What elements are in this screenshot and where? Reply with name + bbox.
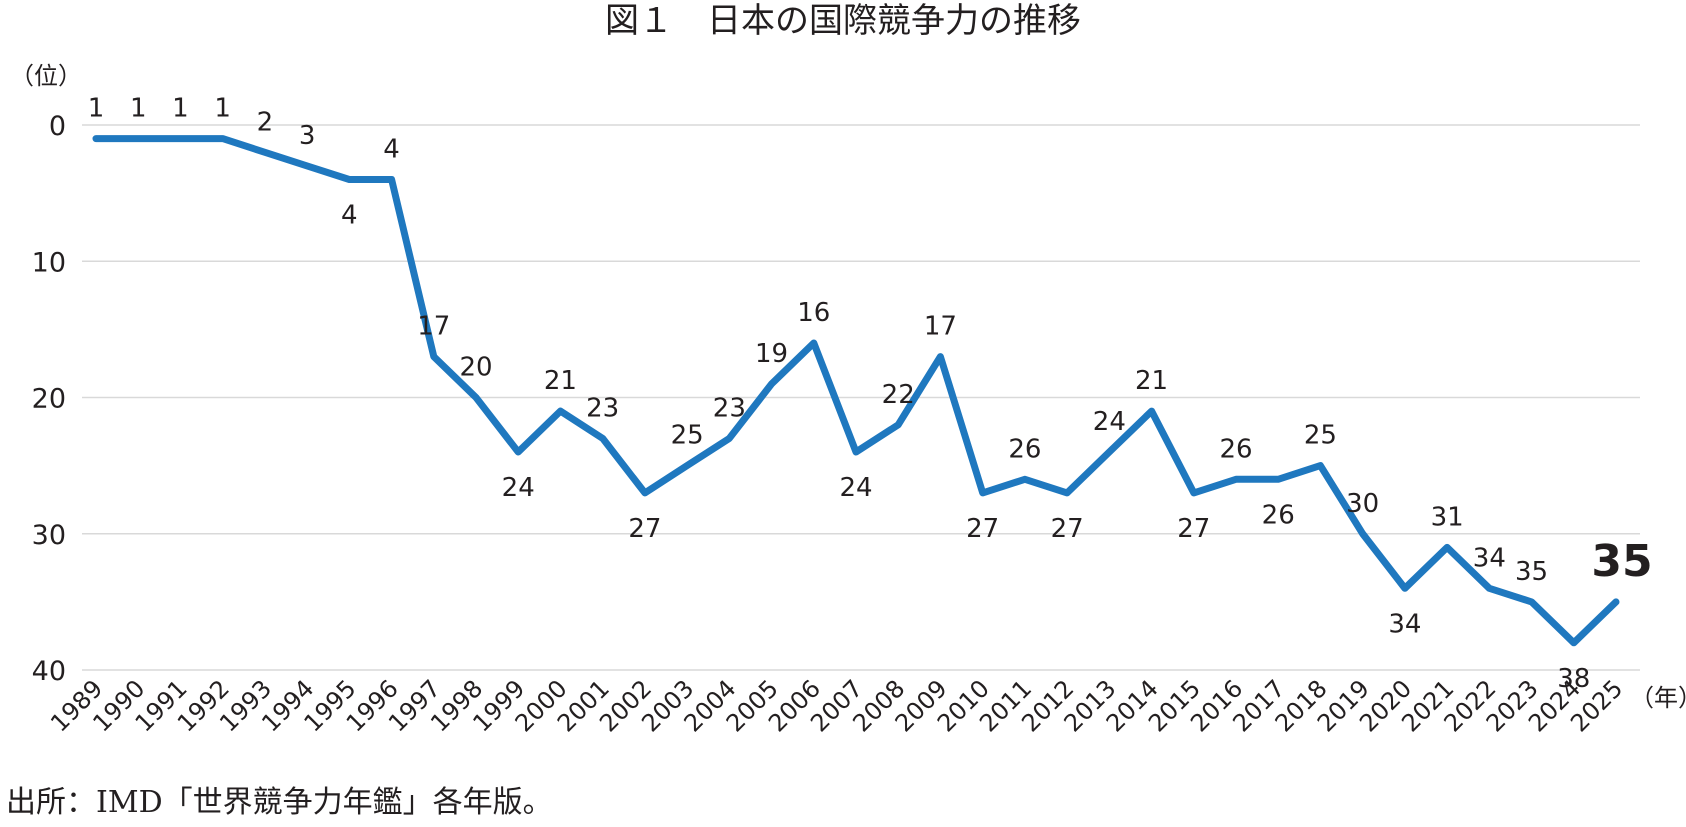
source-note: 出所：IMD「世界競争力年鑑」各年版。 <box>6 785 553 820</box>
data-label: 2 <box>257 107 274 137</box>
y-axis-ticks: 0 10 20 30 40 <box>32 111 66 687</box>
data-label: 17 <box>417 312 450 342</box>
y-axis-unit-label: （位） <box>10 62 82 90</box>
y-tick-label: 10 <box>32 247 66 278</box>
data-label: 27 <box>628 514 661 544</box>
data-label: 26 <box>1219 434 1252 464</box>
data-label: 1 <box>214 94 231 124</box>
data-label: 35 <box>1515 557 1548 587</box>
data-label: 26 <box>1008 434 1041 464</box>
x-axis-ticks: 1989199019911992199319941995199619971998… <box>45 674 1628 737</box>
data-label: 16 <box>797 298 830 328</box>
series-line <box>92 135 1620 647</box>
data-label: 4 <box>383 135 400 165</box>
y-tick-label: 20 <box>32 384 66 415</box>
data-label: 30 <box>1346 489 1379 519</box>
data-label: 21 <box>1135 366 1168 396</box>
data-label: 27 <box>1051 514 1084 544</box>
data-label: 34 <box>1473 543 1506 573</box>
data-label: 21 <box>544 366 577 396</box>
x-axis-unit-label: （年） <box>1630 684 1686 712</box>
y-tick-label: 40 <box>32 656 66 687</box>
data-label: 3 <box>299 121 316 151</box>
data-label: 17 <box>924 312 957 342</box>
y-tick-label: 0 <box>49 111 66 142</box>
data-label: 27 <box>1177 514 1210 544</box>
data-label: 24 <box>502 473 535 503</box>
grid-lines <box>82 124 1640 671</box>
series-line-group <box>92 135 1620 647</box>
data-label: 25 <box>671 421 704 451</box>
data-label: 20 <box>459 353 492 383</box>
y-tick-label: 30 <box>32 520 66 551</box>
data-label: 23 <box>586 393 619 423</box>
chart-title: 図１ 日本の国際競争力の推移 <box>605 1 1081 41</box>
data-label: 34 <box>1388 609 1421 639</box>
data-label: 22 <box>882 380 915 410</box>
data-label: 26 <box>1262 500 1295 530</box>
data-label: 4 <box>341 201 358 231</box>
data-label: 27 <box>966 514 999 544</box>
data-label: 1 <box>172 94 189 124</box>
data-labels: 1 1 1 1 2 34417202421232725231916242217272627… <box>88 94 1653 694</box>
data-label: 38 <box>1557 664 1590 694</box>
data-label: 24 <box>839 473 872 503</box>
data-label: 23 <box>713 393 746 423</box>
data-label: 24 <box>1093 407 1126 437</box>
data-label: 31 <box>1431 502 1464 532</box>
data-label: 19 <box>755 339 788 369</box>
data-label: 25 <box>1304 421 1337 451</box>
data-label-highlight: 35 <box>1591 536 1652 587</box>
data-label: 1 <box>88 94 105 124</box>
data-label: 1 <box>130 94 147 124</box>
